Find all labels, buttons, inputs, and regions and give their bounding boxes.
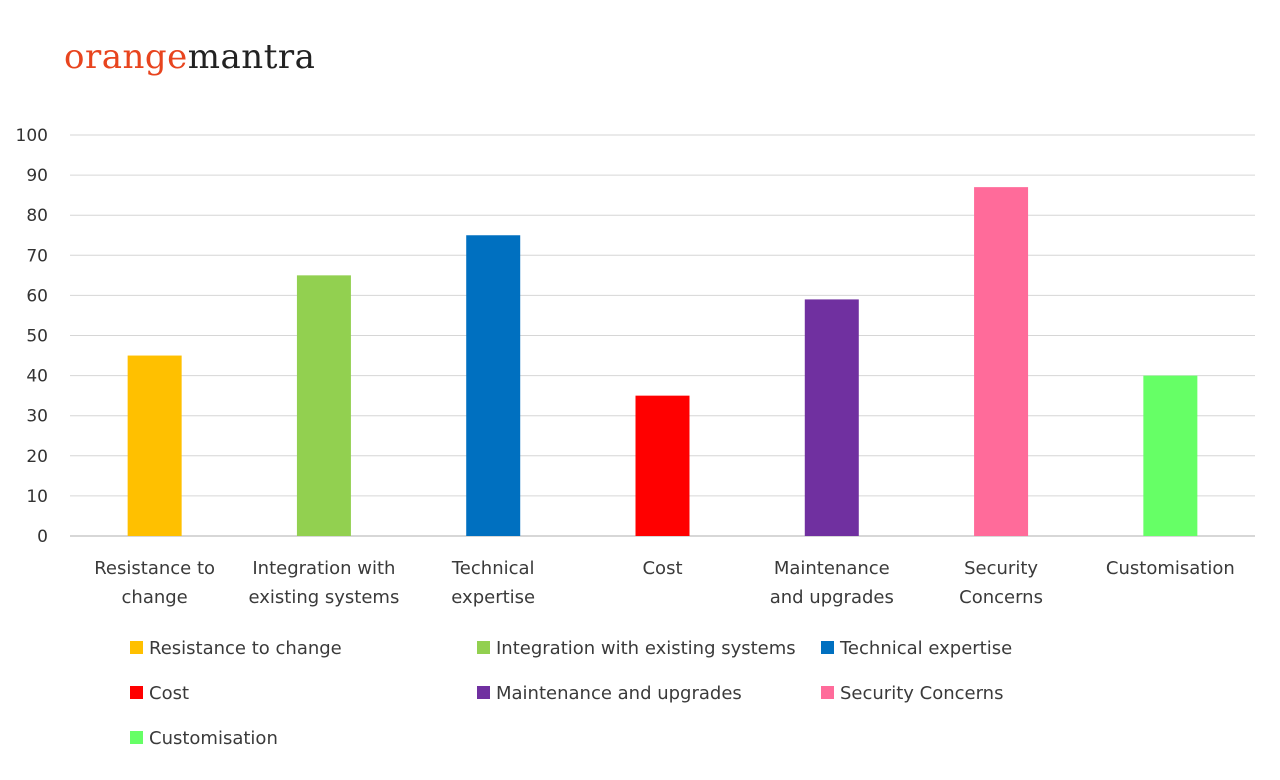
legend-label-5: Security Concerns: [840, 683, 1003, 704]
x-tick-label: Cost: [642, 558, 682, 579]
y-tick-label: 90: [26, 166, 48, 186]
y-tick-label: 20: [26, 447, 48, 467]
x-tick-label: Resistance to: [94, 558, 215, 579]
y-tick-label: 30: [26, 407, 48, 427]
bar-0: [127, 355, 182, 536]
brand-logo-part-mantra: mantra: [187, 37, 316, 77]
y-tick-label: 100: [16, 126, 48, 146]
brand-logo: orangemantra: [64, 40, 315, 74]
bars: [127, 187, 1198, 536]
legend-swatch-1: [477, 641, 490, 654]
x-tick-label: Concerns: [959, 587, 1043, 608]
x-tick-label: expertise: [451, 587, 535, 608]
bar-4: [804, 299, 859, 536]
legend-swatch-6: [130, 731, 143, 744]
bar-1: [296, 275, 351, 536]
y-tick-label: 70: [26, 246, 48, 266]
legend-swatch-2: [821, 641, 834, 654]
x-tick-label: change: [122, 587, 188, 608]
legend-label-1: Integration with existing systems: [496, 638, 796, 659]
y-tick-label: 60: [26, 286, 48, 306]
legend-label-2: Technical expertise: [839, 638, 1012, 659]
x-tick-label: and upgrades: [770, 587, 894, 608]
x-tick-label: Customisation: [1106, 558, 1235, 579]
bar-2: [466, 235, 521, 536]
y-tick-label: 40: [26, 367, 48, 387]
x-tick-label: Integration with: [252, 558, 395, 579]
legend-label-0: Resistance to change: [149, 638, 342, 659]
legend: Resistance to change Integration with exi…: [130, 638, 1012, 749]
y-tick-label: 0: [37, 527, 48, 547]
bar-3: [635, 395, 690, 536]
x-axis-category-labels: Resistance to change Integration with exist…: [94, 558, 1235, 608]
gridlines: [70, 134, 1255, 537]
x-tick-label: existing systems: [248, 587, 399, 608]
legend-swatch-0: [130, 641, 143, 654]
y-tick-label: 50: [26, 327, 48, 347]
legend-swatch-3: [130, 686, 143, 699]
brand-logo-part-orange: orange: [64, 37, 188, 77]
legend-swatch-5: [821, 686, 834, 699]
legend-label-3: Cost: [149, 683, 189, 704]
x-tick-label: Technical: [451, 558, 535, 579]
bar-6: [1143, 375, 1198, 536]
y-tick-label: 80: [26, 206, 48, 226]
x-tick-label: Security: [964, 558, 1038, 579]
y-tick-label: 10: [26, 487, 48, 507]
x-tick-label: Maintenance: [774, 558, 890, 579]
legend-swatch-4: [477, 686, 490, 699]
legend-label-6: Customisation: [149, 728, 278, 749]
y-axis-tick-labels: 0 10 20 30 40 50 60 70 80 90 100: [16, 126, 48, 547]
bar-5: [974, 187, 1029, 536]
legend-label-4: Maintenance and upgrades: [496, 683, 742, 704]
